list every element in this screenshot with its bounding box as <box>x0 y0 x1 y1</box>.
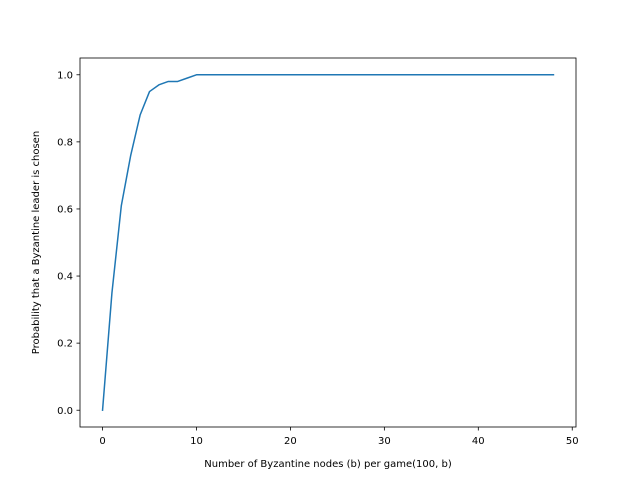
y-tick-label: 0.2 <box>57 339 73 350</box>
series-line-0 <box>101 74 555 412</box>
x-tick-label: 50 <box>566 436 579 447</box>
x-tick-label: 10 <box>190 436 203 447</box>
x-tick-label: 30 <box>378 436 391 447</box>
x-axis-label: Number of Byzantine nodes (b) per game(1… <box>204 459 452 470</box>
x-axis: 0 10 20 30 40 50 <box>99 427 579 447</box>
y-tick-label: 0.0 <box>57 406 73 417</box>
y-axis: 0.0 0.2 0.4 0.6 0.8 1.0 <box>57 70 80 417</box>
axes-frame <box>79 57 577 428</box>
plot-area <box>101 74 555 412</box>
y-tick-label: 1.0 <box>57 70 73 81</box>
y-axis-label: Probability that a Byzantine leader is c… <box>31 131 42 354</box>
y-tick-label: 0.4 <box>57 272 73 283</box>
x-tick-label: 40 <box>472 436 485 447</box>
x-tick-label: 20 <box>284 436 297 447</box>
x-tick-label: 0 <box>99 436 105 447</box>
y-tick-label: 0.8 <box>57 137 73 148</box>
y-tick-label: 0.6 <box>57 205 73 216</box>
